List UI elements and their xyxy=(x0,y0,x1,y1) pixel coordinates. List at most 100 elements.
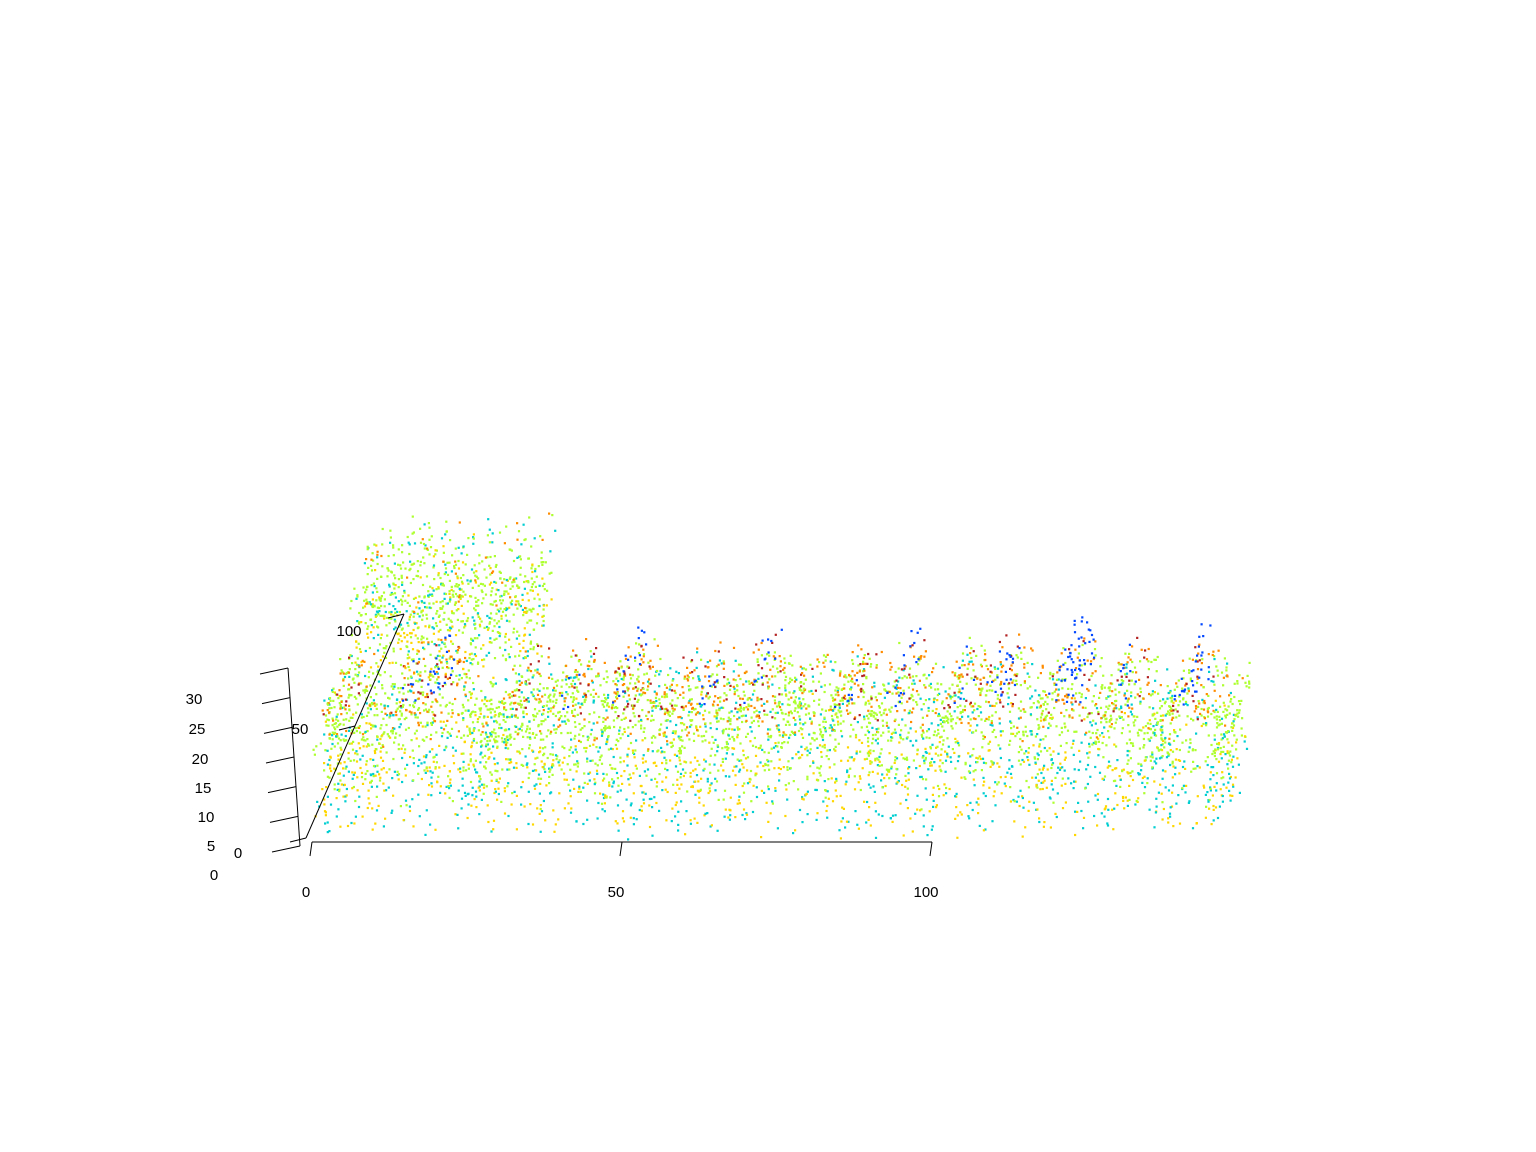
data-point xyxy=(615,771,619,775)
data-point xyxy=(694,686,697,689)
data-point xyxy=(625,798,628,801)
data-point xyxy=(441,582,444,585)
data-point xyxy=(1200,668,1203,671)
data-point xyxy=(412,597,416,600)
data-point xyxy=(462,667,465,671)
data-point xyxy=(592,722,595,725)
data-point xyxy=(1196,654,1199,657)
data-point xyxy=(419,679,422,682)
data-point xyxy=(999,663,1002,666)
data-point xyxy=(957,696,960,699)
data-point xyxy=(546,756,549,760)
data-point xyxy=(1009,800,1012,803)
data-point xyxy=(407,541,410,544)
data-point xyxy=(930,722,933,725)
data-point xyxy=(439,628,442,631)
data-point xyxy=(767,751,770,754)
data-point xyxy=(1113,807,1116,810)
data-point xyxy=(1146,731,1149,735)
data-point xyxy=(748,697,751,700)
data-point xyxy=(948,712,951,715)
data-point xyxy=(912,679,915,682)
data-point xyxy=(1178,714,1181,717)
data-point xyxy=(497,781,500,784)
data-point xyxy=(1017,751,1020,754)
data-point xyxy=(707,680,711,683)
data-point xyxy=(388,585,391,588)
data-point xyxy=(460,604,463,607)
data-point xyxy=(391,661,394,664)
data-point xyxy=(650,719,653,722)
data-point xyxy=(882,731,885,734)
data-point xyxy=(1041,666,1044,669)
data-point xyxy=(1143,786,1147,789)
data-point xyxy=(844,783,847,786)
data-point xyxy=(554,714,557,718)
data-point xyxy=(1044,700,1047,703)
data-point xyxy=(1126,754,1129,757)
data-point xyxy=(654,706,657,709)
data-point xyxy=(818,698,821,701)
data-point xyxy=(429,670,432,673)
data-point xyxy=(1102,778,1105,781)
data-point xyxy=(1207,678,1210,681)
data-point xyxy=(464,695,467,698)
data-point xyxy=(666,719,669,722)
data-point xyxy=(481,722,484,725)
data-point xyxy=(1237,763,1240,766)
data-point xyxy=(591,759,594,762)
data-point xyxy=(398,726,401,729)
data-point xyxy=(1078,691,1081,695)
data-point xyxy=(417,601,420,604)
data-point xyxy=(1048,796,1051,799)
data-point xyxy=(1207,666,1210,669)
data-point xyxy=(1125,672,1129,675)
data-point xyxy=(526,650,529,653)
data-point xyxy=(524,681,527,684)
data-point xyxy=(720,706,723,709)
data-point xyxy=(975,654,978,657)
data-point xyxy=(1089,629,1092,632)
data-point xyxy=(619,660,622,663)
data-point xyxy=(1153,760,1156,763)
data-point xyxy=(537,701,541,704)
data-point xyxy=(493,763,496,766)
data-point xyxy=(993,790,996,793)
data-point xyxy=(1156,711,1159,714)
data-point xyxy=(576,670,579,673)
data-point xyxy=(479,753,482,756)
data-point xyxy=(450,655,453,658)
data-point xyxy=(835,795,838,798)
data-point xyxy=(739,707,742,710)
data-point xyxy=(796,711,799,714)
data-point xyxy=(708,695,711,698)
data-point xyxy=(1167,789,1171,792)
data-point xyxy=(839,699,842,702)
data-point xyxy=(1232,755,1235,758)
data-point xyxy=(367,566,370,569)
data-point xyxy=(742,749,745,752)
data-point xyxy=(400,706,403,709)
data-point xyxy=(532,648,535,651)
data-point xyxy=(722,718,725,721)
data-point xyxy=(968,771,972,774)
data-point xyxy=(464,593,467,596)
data-point xyxy=(722,667,725,670)
data-point xyxy=(392,614,395,617)
data-point xyxy=(1171,760,1174,763)
data-point xyxy=(495,588,498,591)
data-point xyxy=(337,772,340,775)
data-point xyxy=(976,707,979,711)
data-point xyxy=(425,575,429,578)
data-point xyxy=(1023,681,1026,684)
data-point xyxy=(335,815,338,818)
data-point xyxy=(627,747,630,750)
data-point xyxy=(428,708,431,711)
data-point xyxy=(823,743,826,747)
data-point xyxy=(1120,732,1123,735)
data-point xyxy=(980,688,983,691)
data-point xyxy=(634,686,637,689)
data-point xyxy=(733,693,736,696)
data-point xyxy=(364,649,367,653)
data-point xyxy=(502,719,505,722)
